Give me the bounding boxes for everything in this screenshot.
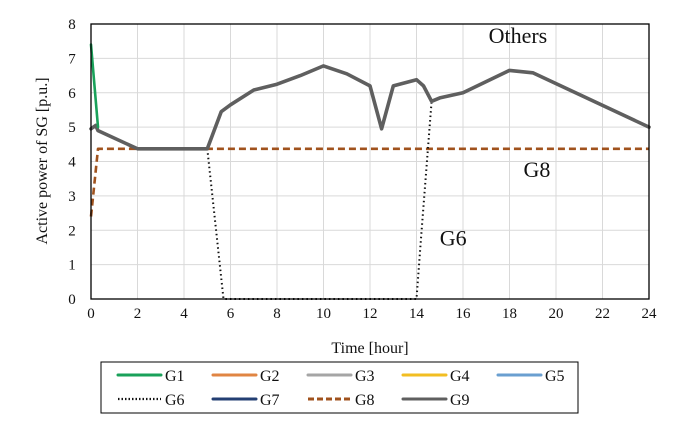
y-tick-label: 2	[68, 223, 76, 239]
x-tick-label: 22	[595, 306, 610, 322]
plot-frame	[90, 23, 650, 300]
legend-label-g9: G9	[450, 392, 470, 409]
series-line-g9	[89, 64, 651, 151]
annotations: Others G8 G6	[440, 23, 551, 251]
legend: G1 G2 G3 G4 G5 G6 G7 G8 G9	[116, 368, 565, 409]
x-tick-label: 6	[227, 306, 235, 322]
x-tick-label: 2	[134, 306, 142, 322]
x-tick-label: 16	[456, 306, 472, 322]
x-tick-label: 4	[180, 306, 188, 322]
legend-label-g8: G8	[355, 392, 375, 409]
x-tick-label: 8	[273, 306, 281, 322]
legend-label-g5: G5	[545, 368, 565, 385]
x-tick-label: 24	[642, 306, 658, 322]
annotation-label: Others	[489, 23, 548, 48]
legend-label-g6: G6	[165, 392, 185, 409]
legend-label-g2: G2	[260, 368, 280, 385]
x-tick-label: 0	[87, 306, 95, 322]
x-tick-label: 14	[409, 306, 425, 322]
series-line-g1	[89, 43, 100, 129]
x-tick-label: 20	[549, 306, 564, 322]
x-tick-label: 18	[502, 306, 517, 322]
y-tick-label: 4	[68, 155, 76, 171]
legend-label-g7: G7	[260, 392, 280, 409]
series-line-g8	[89, 147, 649, 217]
legend-box	[100, 361, 579, 414]
x-tick-label: 10	[316, 306, 331, 322]
y-tick-label: 6	[68, 86, 76, 102]
y-tick-label: 1	[68, 258, 76, 274]
y-tick-label: 0	[68, 292, 76, 308]
series-lines	[89, 43, 651, 300]
legend-label-g3: G3	[355, 368, 375, 385]
annotation-label: G8	[523, 157, 550, 182]
legend-label-g4: G4	[450, 368, 470, 385]
x-axis-title: Time [hour]	[331, 340, 408, 357]
series-line-g6	[206, 101, 433, 300]
y-axis-title: Active power of SG [p.u.]	[34, 77, 51, 244]
y-tick-label: 7	[68, 51, 76, 67]
legend-label-g1: G1	[165, 368, 185, 385]
x-tick-label: 12	[363, 306, 378, 322]
y-tick-label: 3	[68, 189, 76, 205]
annotation-label: G6	[440, 226, 467, 251]
y-tick-label: 8	[68, 17, 76, 33]
y-tick-label: 5	[68, 120, 76, 136]
grid	[90, 23, 650, 300]
